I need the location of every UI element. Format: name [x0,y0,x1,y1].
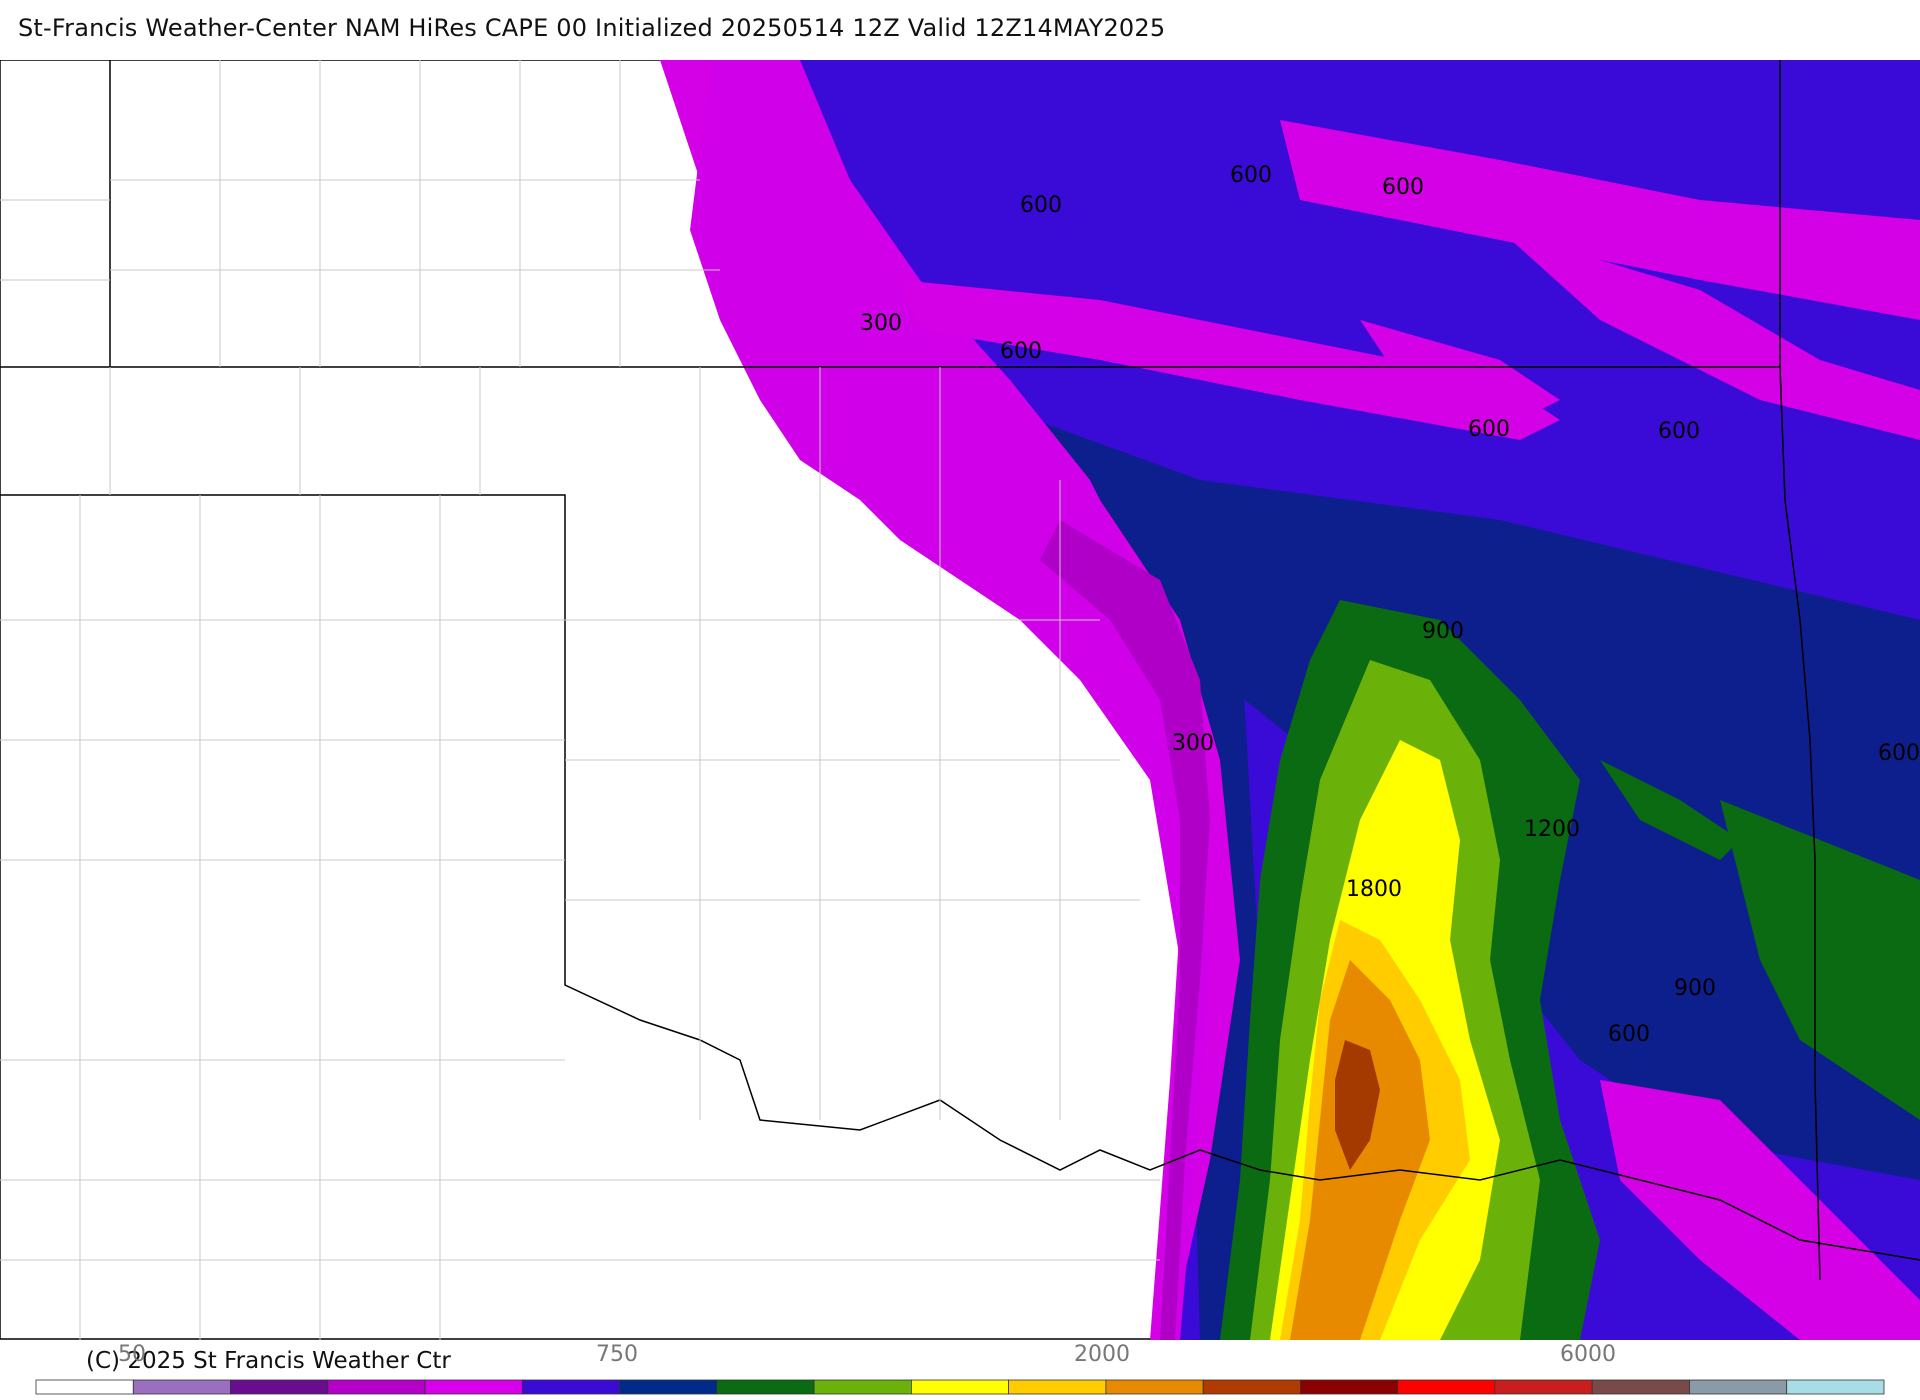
cape-magenta-streak-1 [1280,120,1920,320]
contour-labels: 600 600 600 300 600 600 600 900 300 600 … [860,163,1920,1047]
contour-label: 300 [860,311,902,336]
colorbar-swatch [1689,1379,1788,1395]
state-borders [0,60,1920,1281]
contour-label: 600 [1230,163,1272,188]
contour-label: 900 [1674,976,1716,1001]
contour-label: 900 [1422,619,1464,644]
cape-magenta-streak-3 [900,280,1560,440]
colorbar-tick-label: 750 [596,1342,638,1367]
cape-green-east [1720,800,1920,1120]
colorbar-swatch [230,1379,329,1395]
cape-magenta-southeast [1600,1080,1920,1340]
contour-label: 300 [1172,731,1214,756]
contour-label: 600 [1658,419,1700,444]
colorbar-swatches [35,1379,1885,1395]
contour-label: 600 [1020,193,1062,218]
contour-label: 600 [1878,741,1920,766]
colorbar-swatch [1202,1379,1301,1395]
cape-field [660,60,1920,1340]
cape-magenta-streak-4 [1360,320,1560,420]
contour-label: 600 [1608,1022,1650,1047]
colorbar-swatch [1397,1379,1496,1395]
cape-map: 600 600 600 300 600 600 600 900 300 600 … [0,60,1920,1340]
map-title: St-Francis Weather-Center NAM HiRes CAPE… [18,14,1166,42]
colorbar-swatch [1008,1379,1107,1395]
contour-label: 1200 [1524,817,1580,842]
contour-label: 600 [1468,417,1510,442]
colorbar-tick-label: 2000 [1074,1342,1130,1367]
cape-rust-core [1335,1040,1380,1170]
colorbar-swatch [1494,1379,1593,1395]
county-lines [0,60,1160,1340]
colorbar-swatch [327,1379,426,1395]
colorbar-swatch [619,1379,718,1395]
copyright-text: (C) 2025 St Francis Weather Ctr [86,1348,451,1374]
colorbar [35,1379,1885,1395]
colorbar-swatch [132,1379,232,1395]
colorbar-tick-label: 6000 [1560,1342,1616,1367]
colorbar-swatch [716,1379,815,1395]
cape-violet-core [1040,520,1210,1340]
colorbar-swatch [1105,1379,1204,1395]
contour-label: 600 [1000,339,1042,364]
colorbar-swatch [813,1379,912,1395]
contour-label: 600 [1382,175,1424,200]
colorbar-tick-label: 50 [118,1342,146,1367]
colorbar-swatch [1591,1379,1690,1395]
cape-magenta-streak-2 [1500,230,1920,440]
colorbar-swatch [1300,1379,1399,1395]
colorbar-swatch [424,1379,523,1395]
colorbar-swatch [521,1379,620,1395]
colorbar-swatch [1786,1379,1885,1395]
colorbar-swatch [35,1379,134,1395]
contour-label: 1800 [1346,877,1402,902]
colorbar-swatch [911,1379,1010,1395]
cape-green-streak [1600,760,1740,860]
